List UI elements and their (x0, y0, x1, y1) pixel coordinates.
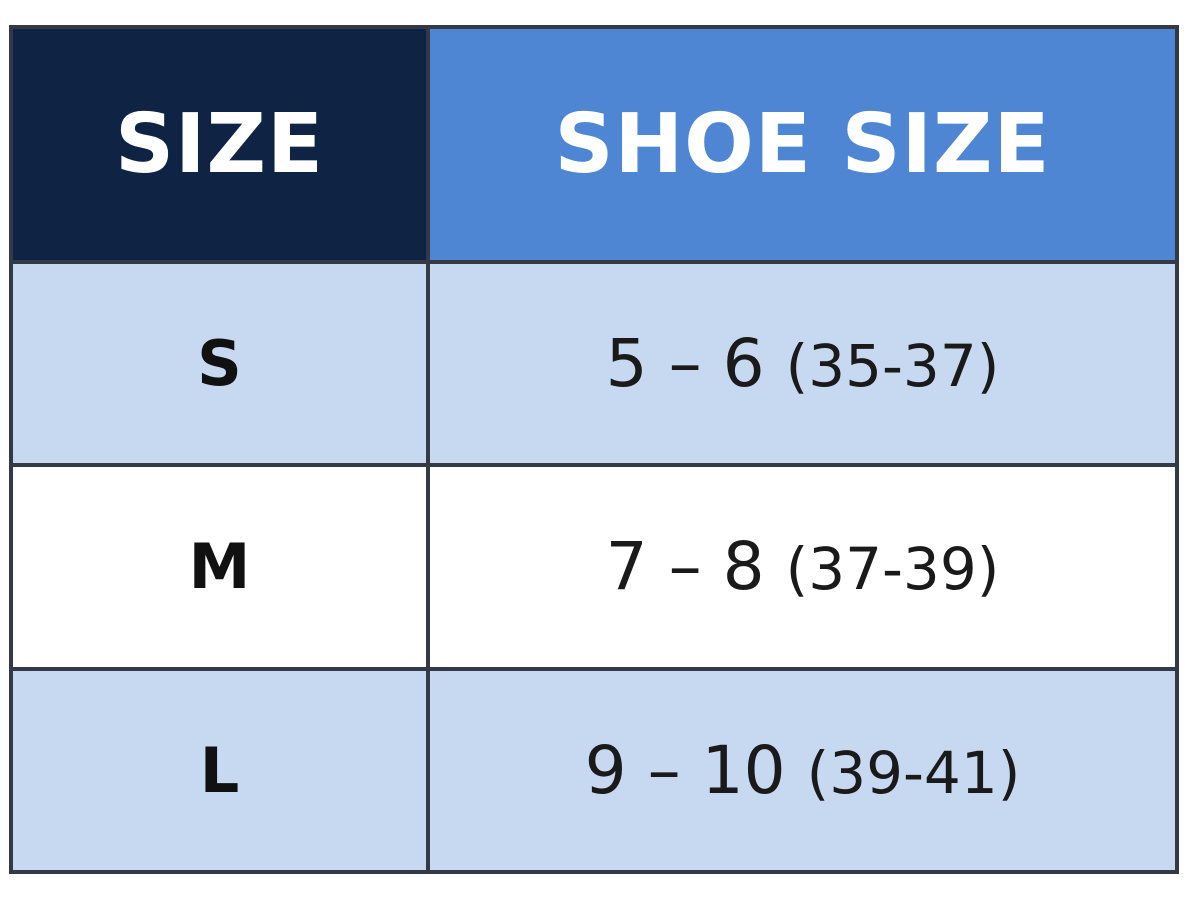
eu-size: (37-39) (785, 535, 1000, 604)
size-chart-table: SIZE SHOE SIZE S 5 – 6 (35-37) M 7 – 8 (… (9, 25, 1179, 875)
size-cell: M (9, 463, 430, 671)
table-row: M 7 – 8 (37-39) (9, 463, 1179, 671)
header-row: SIZE SHOE SIZE (9, 25, 1179, 264)
table-row: L 9 – 10 (39-41) (9, 666, 1179, 875)
us-size: 5 – 6 (605, 325, 765, 403)
eu-size: (35-37) (785, 332, 1000, 401)
table-row: S 5 – 6 (35-37) (9, 259, 1179, 468)
header-size: SIZE (9, 25, 430, 264)
us-size: 7 – 8 (605, 528, 765, 606)
size-cell: S (9, 259, 430, 468)
header-shoe-size: SHOE SIZE (426, 25, 1179, 264)
size-cell: L (9, 666, 430, 875)
eu-size: (39-41) (806, 738, 1021, 807)
shoe-size-cell: 9 – 10 (39-41) (426, 666, 1179, 875)
us-size: 9 – 10 (584, 731, 786, 809)
shoe-size-cell: 5 – 6 (35-37) (426, 259, 1179, 468)
shoe-size-cell: 7 – 8 (37-39) (426, 463, 1179, 671)
